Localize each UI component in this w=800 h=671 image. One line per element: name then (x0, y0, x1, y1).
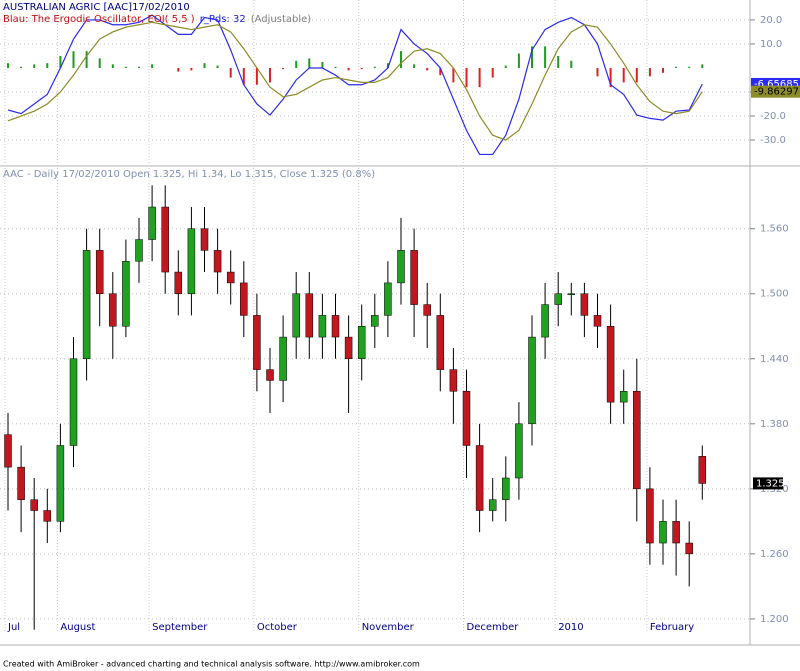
candle-body (266, 369, 274, 381)
indicator-note: (Adjustable) (251, 14, 312, 25)
indicator-line (7, 21, 703, 141)
footer: Created with AmiBroker - advanced charti… (3, 660, 420, 669)
candle-body (69, 358, 78, 446)
x-tick-label: September (152, 622, 208, 633)
candle-body (593, 315, 602, 327)
candle-body (122, 260, 130, 327)
candle-body (318, 315, 327, 338)
y-tick-label: -30.0 (760, 135, 786, 146)
candle-body (606, 326, 615, 403)
candle-body (515, 423, 523, 479)
candle-body (672, 521, 680, 544)
candle-body (95, 250, 104, 294)
candle-body (423, 304, 431, 316)
candle-body (109, 293, 117, 327)
candle-body (174, 271, 183, 294)
candle-body (528, 336, 536, 425)
candle-body (17, 466, 25, 500)
candle-body (82, 250, 91, 360)
candle-body (488, 499, 497, 511)
candle-body (449, 369, 458, 392)
candle-body (541, 304, 549, 338)
price-label: 1.325 (756, 478, 785, 489)
x-tick-label: August (60, 622, 95, 633)
y-tick-label: 1.380 (760, 419, 789, 430)
candle-body (462, 391, 471, 446)
y-tick-label: -20.0 (760, 111, 786, 122)
value-flag (751, 85, 800, 98)
candle-body (135, 239, 143, 262)
candle-body (502, 477, 510, 500)
candle-body (279, 336, 287, 381)
candle-body (292, 293, 300, 338)
candle-body (357, 326, 366, 360)
candle-body (200, 228, 209, 251)
indicator-param: r_Pds: 32 (200, 14, 246, 25)
y-tick-label: 1.500 (760, 289, 789, 300)
candle-body (30, 499, 38, 511)
value-label: -9.86297 (754, 87, 799, 98)
y-tick-label: 1.440 (760, 354, 789, 365)
candle-body (253, 315, 261, 370)
candle-body (226, 271, 235, 284)
candle-body (475, 445, 484, 511)
candle-body (161, 206, 169, 273)
candle-body (344, 336, 353, 360)
candle-body (187, 228, 196, 294)
candle-body (698, 456, 707, 484)
candle-body (213, 250, 222, 273)
candle-body (371, 315, 379, 327)
x-tick-label: 2010 (558, 622, 583, 633)
candle-body (619, 391, 628, 403)
candle-body (436, 315, 445, 370)
candle-body (305, 293, 314, 338)
candle-body (685, 542, 693, 555)
candle-body (384, 282, 392, 316)
candle-body (659, 521, 667, 544)
candle-body (554, 293, 562, 305)
x-tick-label: Jul (7, 622, 20, 633)
candle-body (580, 293, 589, 316)
candle-body (397, 250, 405, 284)
x-tick-label: November (362, 622, 415, 633)
price-title: AAC - Daily 17/02/2010 Open 1.325, Hi 1.… (3, 169, 375, 180)
indicator-line (7, 14, 703, 156)
candle-body (567, 293, 576, 295)
x-tick-label: February (650, 622, 694, 633)
candle-body (240, 282, 248, 316)
candle-body (148, 206, 156, 240)
chart-title: AUSTRALIAN AGRIC [AAC]17/02/2010 (3, 2, 190, 13)
y-tick-label: 20.0 (760, 15, 782, 26)
x-tick-label: October (257, 622, 298, 633)
candle-body (331, 315, 340, 338)
candle-body (410, 250, 418, 305)
candle-body (43, 510, 52, 522)
candle-body (633, 391, 641, 490)
y-tick-label: 10.0 (760, 39, 782, 50)
candle-body (4, 434, 12, 468)
value-label: -6.65685 (754, 79, 799, 90)
y-tick-label: 1.200 (760, 614, 789, 625)
indicator-name: Blau: The Ergodic Oscillator, EOI( 5,5 ) (3, 14, 195, 25)
x-tick-label: December (467, 622, 520, 633)
candle-body (56, 445, 65, 522)
price-flag (753, 477, 783, 490)
y-tick-label: 1.560 (760, 224, 789, 235)
y-tick-label: 1.260 (760, 549, 789, 560)
candle-body (646, 488, 654, 544)
